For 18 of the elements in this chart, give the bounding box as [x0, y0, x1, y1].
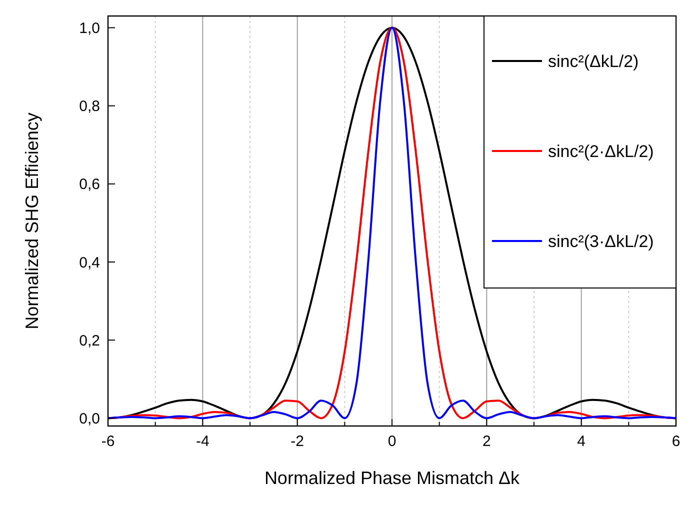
x-tick-label: 2 [482, 433, 491, 450]
y-tick-label: 0,4 [79, 254, 100, 272]
y-tick-label: 0,2 [79, 332, 100, 350]
x-tick-label: -6 [101, 433, 115, 450]
legend-label: sinc²(3·ΔkL/2) [548, 232, 654, 251]
x-tick-label: 4 [577, 433, 586, 450]
y-axis-title: Normalized SHG Efficiency [22, 112, 42, 330]
legend-label: sinc²(2·ΔkL/2) [548, 142, 654, 161]
x-tick-label: 0 [388, 433, 396, 450]
y-tick-label: 0,6 [79, 176, 100, 194]
x-tick-label: 6 [672, 433, 680, 450]
y-tick-label: 0,8 [79, 98, 100, 116]
legend-label: sinc²(ΔkL/2) [548, 52, 639, 71]
y-tick-label: 0,0 [79, 410, 100, 428]
x-tick-label: -2 [290, 433, 304, 450]
y-tick-label: 1,0 [79, 20, 100, 37]
x-tick-label: -4 [196, 433, 210, 450]
x-axis-title: Normalized Phase Mismatch Δk [264, 468, 521, 488]
